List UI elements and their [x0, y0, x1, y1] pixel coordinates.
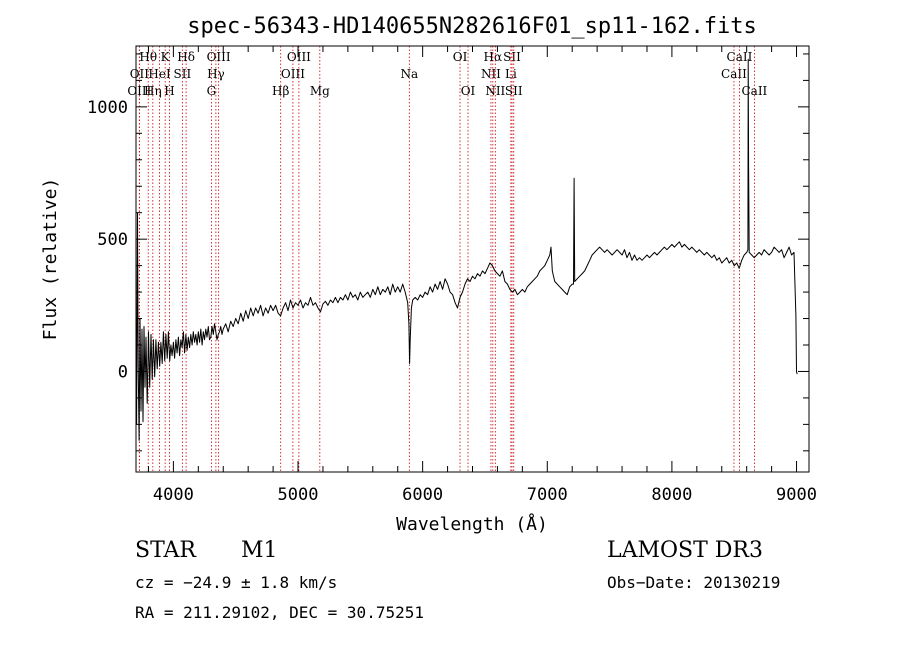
marker-label-sii: SII [503, 50, 521, 64]
y-axis-label: Flux (relative) [40, 178, 61, 341]
marker-label-hθ: Hθ [139, 50, 157, 64]
y-tick-label: 0 [118, 362, 128, 382]
marker-label-g: G [207, 84, 217, 98]
y-tick-label: 1000 [87, 98, 128, 118]
marker-label-nii: NII [485, 84, 505, 98]
marker-label-hδ: Hδ [177, 50, 195, 64]
marker-label-oiii: OIII [127, 84, 151, 98]
marker-label-li: Li [505, 67, 517, 81]
marker-label-oi: OI [453, 50, 468, 64]
marker-label-caii: CaII [741, 84, 767, 98]
x-tick-label: 9000 [776, 485, 817, 505]
marker-label-k: K [161, 50, 171, 64]
marker-label-hη: Hη [144, 84, 162, 98]
marker-label-oiii: OIII [281, 67, 305, 81]
x-tick-label: 5000 [278, 485, 319, 505]
object-subclass: M1 [241, 538, 278, 563]
marker-label-oi: OI [461, 84, 476, 98]
marker-label-hβ: Hβ [272, 84, 289, 98]
observation-date: Obs−Date: 20130219 [607, 573, 781, 592]
marker-label-caii: CaII [721, 67, 747, 81]
redshift-value: cz = −24.9 ± 1.8 km/s [135, 573, 338, 592]
x-tick-label: 6000 [402, 485, 443, 505]
series-line-flux [136, 58, 798, 441]
marker-label-hα: Hα [484, 50, 503, 64]
object-class: STAR [135, 538, 196, 563]
x-tick-label: 7000 [527, 485, 568, 505]
marker-label-sii: SII [174, 67, 192, 81]
sky-coordinates: RA = 211.29102, DEC = 30.75251 [135, 603, 424, 622]
x-tick-label: 4000 [153, 485, 194, 505]
marker-label-oiii: OIII [287, 50, 311, 64]
marker-label-nii: NII [481, 67, 501, 81]
chart-title: spec-56343-HD140655N282616F01_sp11-162.f… [187, 14, 757, 39]
marker-label-oiii: OIII [207, 50, 231, 64]
marker-label-hγ: Hγ [207, 67, 225, 81]
y-tick-label: 500 [97, 230, 128, 250]
axes: 4000 5000 6000 7000 8000 9000 0 500 1000 [87, 46, 817, 505]
plot-frame [135, 45, 810, 473]
marker-label-mg: Mg [310, 84, 330, 98]
marker-label-h: H [164, 84, 174, 98]
survey-name: LAMOST DR3 [607, 538, 763, 563]
x-axis-label: Wavelength (Å) [396, 513, 548, 535]
marker-label-hei: HeI [148, 67, 171, 81]
marker-label-caii: CaII [727, 50, 753, 64]
spectrum-series [136, 58, 798, 441]
marker-label-na: Na [400, 67, 418, 81]
spectral-line-markers: OIIOIIIHθHηHeIKHSIIHδGHγOIIIHβOIIIOIIIMg… [127, 46, 768, 472]
marker-label-sii: SII [505, 84, 523, 98]
x-tick-label: 8000 [651, 485, 692, 505]
